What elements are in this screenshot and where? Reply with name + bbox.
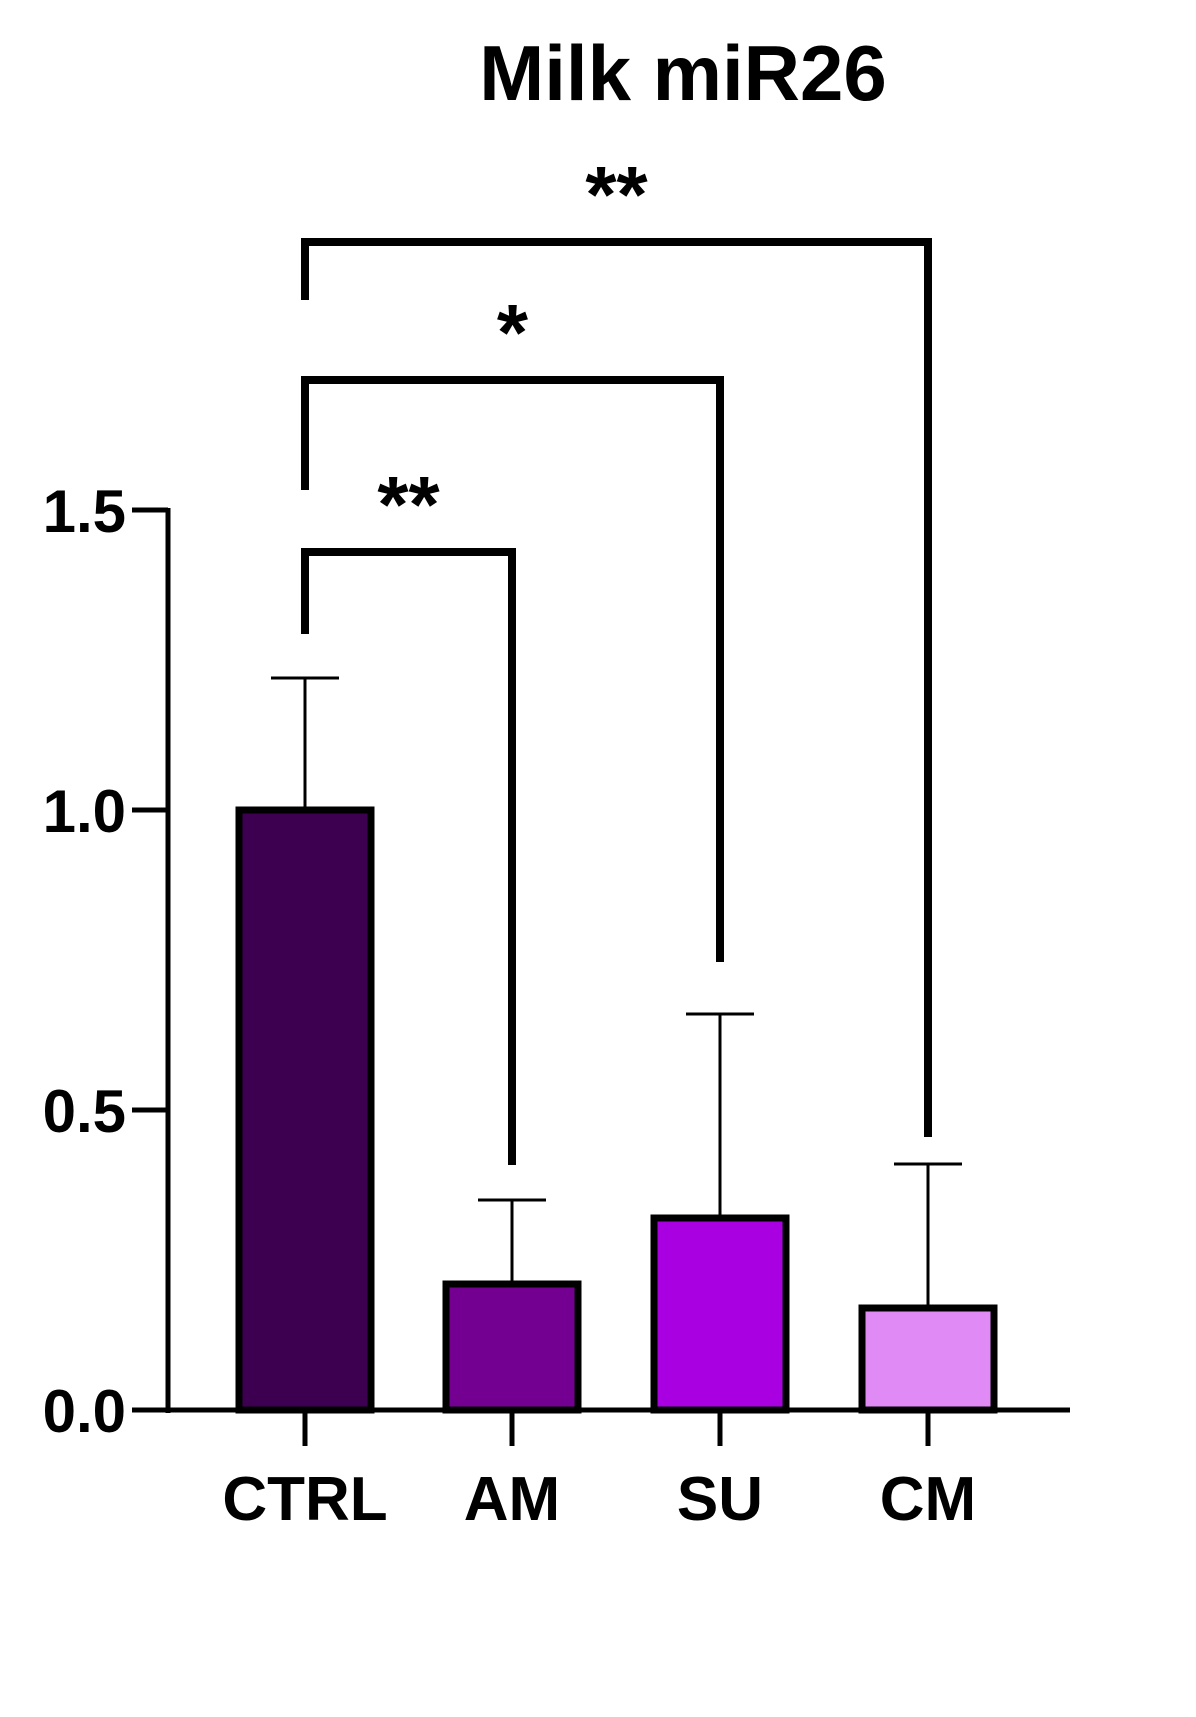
x-tick-label: AM xyxy=(464,1465,560,1534)
x-tick-label: CM xyxy=(880,1465,976,1534)
y-axis: 0.0 0.5 1.0 1.5 xyxy=(43,478,171,1445)
significance-label: * xyxy=(497,288,529,377)
y-tick-label: 0.5 xyxy=(43,1078,126,1145)
x-axis: CTRL AM SU CM xyxy=(166,1407,1070,1534)
y-tick-label: 0.0 xyxy=(43,1378,126,1445)
significance-label: ** xyxy=(585,150,648,239)
y-tick-label: 1.0 xyxy=(43,778,126,845)
chart-title: Milk miR26 xyxy=(479,29,886,117)
bar xyxy=(235,806,375,1414)
significance-bracket xyxy=(301,376,724,962)
significance-brackets: ***** xyxy=(301,150,932,1165)
bars xyxy=(235,806,998,1414)
bar xyxy=(650,1214,790,1414)
bar xyxy=(858,1304,998,1414)
x-tick-label: CTRL xyxy=(222,1465,387,1534)
significance-bracket xyxy=(301,548,516,1165)
error-bars xyxy=(271,676,962,1308)
significance-bracket xyxy=(301,238,932,1137)
significance-label: ** xyxy=(377,460,440,549)
x-tick-label: SU xyxy=(677,1465,763,1534)
bar xyxy=(442,1280,582,1414)
y-tick-label: 1.5 xyxy=(43,478,126,545)
